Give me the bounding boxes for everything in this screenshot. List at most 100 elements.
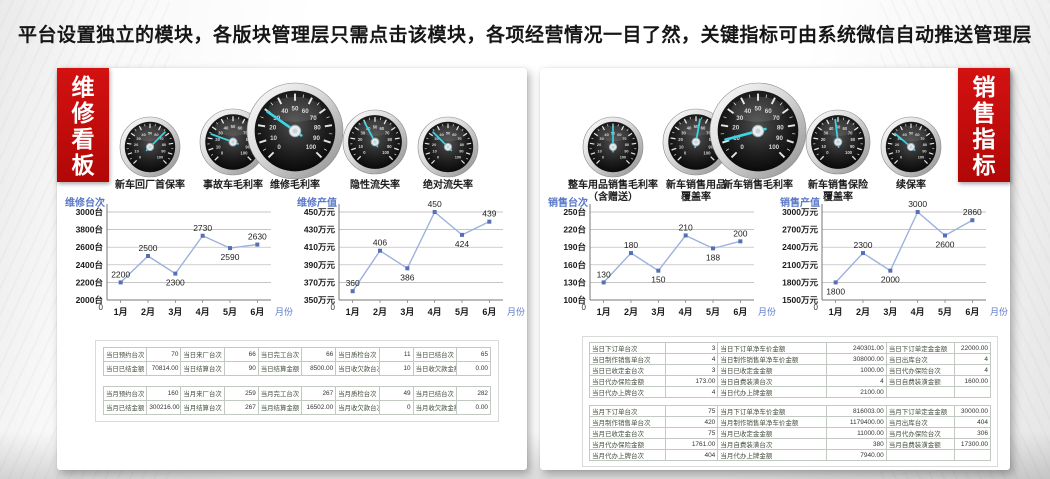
table-cell-label: 当月收欠款金额 (412, 400, 457, 415)
svg-text:0: 0 (139, 154, 141, 159)
table-row: 当月代办上牌台次 404 当月代办上牌金额 7940.00 (588, 449, 992, 461)
x-tick-label: 6月 (482, 307, 496, 317)
table-cell-value: 75 (665, 405, 719, 417)
table-cell-value: 259 (223, 386, 259, 401)
table-cell-label: 当月结算台次 (180, 400, 225, 415)
gauge-label: 新车销售用品 覆盖率 (666, 180, 726, 203)
chart-repair-output: 维修产值 450万元 430万元 410万元 390万元 370万元 350万元 0 1月 2月 3… (293, 196, 525, 330)
table-cell-value: 0 (378, 400, 414, 415)
svg-text:50: 50 (755, 106, 762, 113)
y-tick-label: 250台 (563, 207, 586, 217)
svg-text:10: 10 (597, 149, 601, 154)
table-row: 当日代办上牌台次 4 当日代办上牌金额 2100.00 (588, 386, 992, 398)
x-tick-label: 2月 (373, 307, 387, 317)
svg-text:50: 50 (231, 124, 236, 129)
svg-text:40: 40 (744, 108, 751, 115)
table-row: 当月制作销售单台次 420 当月制作销售单净车价金额 1179400.00 当月出库台次… (588, 416, 992, 428)
chart-line (603, 234, 741, 283)
banner-char: 指 (972, 126, 996, 152)
gauge-label: 新车销售毛利率 (723, 180, 793, 191)
y-tick-label: 3000万元 (782, 207, 818, 217)
table-cell-label (885, 449, 955, 461)
table-cell-label: 当月已结金额 (102, 400, 148, 415)
chart-marker (656, 268, 661, 273)
svg-text:0: 0 (221, 150, 224, 155)
svg-text:10: 10 (432, 149, 436, 154)
y-tick-label: 410万元 (304, 242, 336, 252)
svg-text:100: 100 (769, 144, 780, 151)
x-tick-label: 5月 (455, 307, 469, 317)
svg-text:20: 20 (821, 137, 826, 142)
svg-text:0: 0 (684, 150, 687, 155)
svg-text:80: 80 (314, 125, 321, 132)
origin-label: 0 (99, 303, 104, 312)
chart-marker (255, 242, 260, 247)
table-cell-label: 当月制作销售单台次 (588, 416, 667, 428)
table-cell-value: 0.00 (455, 361, 492, 376)
gauge: 0102030405060708090100 (709, 82, 807, 180)
chart-value-label: 2630 (248, 232, 267, 242)
chart-value-label: 2730 (193, 223, 212, 233)
chart-marker (200, 233, 205, 238)
svg-text:70: 70 (848, 131, 853, 136)
svg-text:20: 20 (732, 125, 739, 132)
banner-char: 售 (972, 100, 996, 126)
table-cell-label: 当日已收定金金额 (717, 364, 827, 376)
table-cell-value: 3 (665, 364, 719, 376)
svg-text:10: 10 (821, 144, 826, 149)
table-cell-value: 173.00 (665, 375, 719, 387)
table-row: 当月代办保险金额 1761.00 当月自费装潢台次 380 当月自费装潢金额 17300.… (588, 438, 992, 450)
table-cell-value: 160 (146, 386, 182, 401)
svg-text:70: 70 (920, 136, 924, 141)
svg-text:80: 80 (460, 142, 464, 147)
table-cell-label: 当月代办保险金额 (588, 438, 667, 450)
svg-text:40: 40 (141, 132, 145, 137)
svg-text:40: 40 (829, 126, 834, 131)
x-tick-label: 1月 (597, 307, 611, 317)
svg-text:90: 90 (387, 144, 392, 149)
chart-value-label: 439 (482, 209, 496, 219)
y-tick-label: 1800万元 (782, 277, 818, 287)
svg-text:20: 20 (597, 142, 601, 147)
chart-value-label: 188 (706, 252, 720, 262)
table-row: 当日预约台次 70 当日来厂台次 66 当日完工台次 66 当日质检台次 11 当日已结台次 65 (102, 347, 492, 362)
table-cell-label: 当日制作销售单台次 (588, 353, 667, 365)
table-cell-value: 66 (301, 347, 337, 362)
chart-marker (915, 210, 920, 214)
svg-text:90: 90 (776, 135, 783, 142)
svg-text:50: 50 (292, 106, 299, 113)
svg-text:100: 100 (240, 150, 248, 155)
table-cell-label: 当日制作销售单净车价金额 (717, 353, 827, 365)
gauge-label: 续保率 (896, 180, 926, 191)
table-cell-value: 240301.00 (825, 342, 887, 354)
svg-text:30: 30 (599, 136, 603, 141)
banner-char: 维 (71, 74, 95, 100)
x-tick-label: 4月 (679, 307, 693, 317)
table-cell-label: 当月结算金额 (257, 400, 303, 415)
y-tick-label: 1500万元 (782, 295, 818, 305)
x-tick-label: 1月 (829, 307, 843, 317)
svg-text:20: 20 (215, 137, 220, 142)
chart-value-label: 3000 (908, 199, 927, 209)
x-tick-label: 5月 (223, 307, 237, 317)
svg-text:0: 0 (363, 150, 366, 155)
table-cell-label: 当月质检台次 (335, 386, 380, 401)
gauge-row-sales: 0102030405060708090100整车用品销售毛利率（含赠送）0102… (540, 68, 1010, 208)
y-tick-label: 450万元 (304, 207, 336, 217)
chart-title: 维修产值 (297, 196, 337, 209)
svg-text:70: 70 (457, 136, 461, 141)
table-cell-label: 当月自费装潢台次 (717, 438, 827, 450)
table-cell-value: 11000.00 (825, 427, 887, 439)
gauge-label: 新车回厂首保率 (115, 180, 185, 191)
origin-label: 0 (582, 303, 587, 312)
panel-banner-sales: 销售指标 (958, 68, 1010, 182)
chart-marker (350, 289, 355, 294)
chart-marker (629, 251, 633, 256)
svg-text:100: 100 (620, 154, 627, 159)
x-tick-label: 6月 (965, 307, 979, 317)
gauge-label: 绝对流失率 (423, 180, 473, 191)
banner-char: 板 (71, 152, 95, 178)
